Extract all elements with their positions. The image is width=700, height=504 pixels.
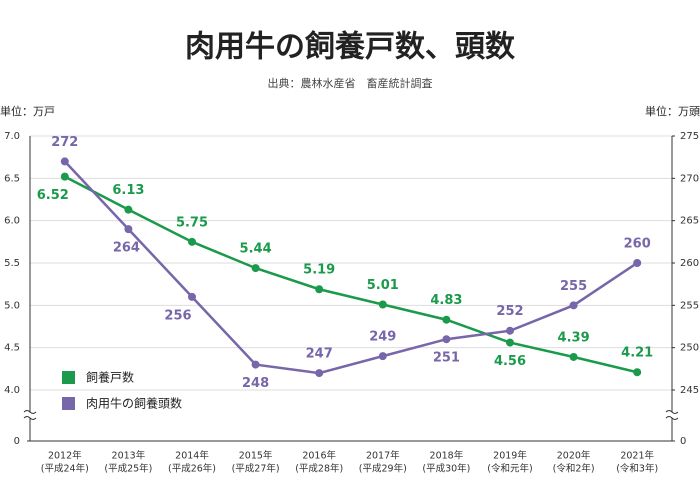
data-label: 248 — [242, 376, 269, 391]
x-tick-sublabel: (平成24年) — [41, 463, 89, 475]
x-tick-label: 2018年 — [430, 450, 464, 462]
data-point — [60, 172, 69, 181]
x-tick-label: 2012年 — [48, 450, 82, 462]
data-label: 252 — [496, 304, 523, 319]
data-point — [378, 352, 387, 361]
y2-tick-label: 270 — [680, 173, 699, 184]
data-label: 5.75 — [176, 215, 208, 230]
data-label: 5.19 — [303, 263, 335, 278]
data-label: 272 — [51, 135, 78, 150]
y-tick-label: 4.0 — [4, 385, 20, 396]
data-label: 4.83 — [430, 293, 462, 308]
y2-tick-label: 250 — [680, 343, 699, 354]
legend-label: 飼養戸数 — [86, 370, 134, 385]
data-label: 4.21 — [621, 346, 653, 361]
data-point — [569, 352, 578, 361]
y-tick-label: 7.0 — [4, 131, 20, 142]
data-point — [633, 259, 642, 267]
y-tick-label: 6.5 — [4, 173, 20, 184]
axis-break-gap — [666, 412, 678, 418]
data-point — [633, 368, 642, 377]
y-tick-label: 5.0 — [4, 300, 20, 311]
x-tick-sublabel: (令和2年) — [553, 463, 595, 475]
axis-break-gap — [24, 412, 36, 418]
data-label: 260 — [624, 237, 651, 252]
data-point — [315, 369, 324, 378]
x-tick-sublabel: (令和3年) — [616, 463, 658, 475]
x-tick-label: 2016年 — [302, 450, 336, 462]
data-point — [506, 338, 514, 347]
y2-tick-label: 245 — [680, 385, 699, 396]
data-point — [442, 315, 451, 324]
data-label: 249 — [369, 330, 396, 345]
data-point — [188, 237, 196, 246]
x-tick-label: 2017年 — [366, 450, 400, 462]
data-point — [124, 225, 133, 234]
axis-break-mark — [23, 416, 37, 420]
y-axis-label: 単位：万戸 — [0, 104, 55, 118]
y2-tick-label: 0 — [680, 436, 686, 447]
data-point — [442, 335, 451, 344]
data-point — [124, 205, 133, 214]
y2-tick-label: 275 — [680, 131, 699, 142]
x-tick-sublabel: (平成28年) — [295, 463, 343, 475]
x-tick-label: 2013年 — [112, 450, 146, 462]
y2-axis-label: 単位：万頭 — [645, 104, 700, 118]
legend-label: 肉用牛の飼養頭数 — [86, 396, 182, 411]
data-point — [251, 264, 260, 273]
data-point — [506, 326, 514, 335]
x-tick-label: 2020年 — [557, 450, 591, 462]
axis-break-mark — [665, 410, 679, 414]
x-tick-sublabel: (平成26年) — [168, 463, 216, 475]
data-label: 6.13 — [112, 183, 144, 198]
y-tick-label: 0 — [14, 436, 20, 447]
data-point — [251, 360, 260, 369]
chart-title: 肉用牛の飼養戸数、頭数 — [185, 30, 516, 65]
chart-subtitle: 出典：農林水産省 畜産統計調査 — [268, 76, 433, 90]
y2-tick-label: 265 — [680, 216, 699, 227]
data-point — [315, 285, 324, 294]
series-line — [64, 175, 638, 374]
x-tick-label: 2021年 — [620, 450, 654, 462]
data-point — [569, 301, 578, 310]
legend-swatch — [62, 397, 75, 410]
x-tick-sublabel: (平成29年) — [359, 463, 407, 475]
y2-tick-label: 255 — [680, 300, 699, 311]
data-label: 5.44 — [240, 242, 272, 257]
data-label: 247 — [306, 347, 333, 362]
legend-swatch — [62, 371, 75, 384]
data-label: 251 — [433, 351, 460, 366]
x-tick-sublabel: (平成25年) — [104, 463, 152, 475]
x-tick-label: 2019年 — [493, 450, 527, 462]
x-tick-sublabel: (令和元年) — [487, 463, 532, 475]
data-point — [60, 157, 69, 166]
data-label: 255 — [560, 279, 587, 294]
data-label: 256 — [164, 308, 191, 323]
axis-break-mark — [665, 416, 679, 420]
data-label: 6.52 — [37, 188, 69, 203]
data-point — [188, 292, 196, 301]
x-tick-label: 2015年 — [239, 450, 273, 462]
x-tick-sublabel: (平成30年) — [422, 463, 470, 475]
y2-tick-label: 260 — [680, 258, 699, 269]
data-label: 4.39 — [558, 330, 590, 345]
data-label: 5.01 — [367, 278, 399, 293]
axis-break-mark — [23, 410, 37, 414]
y-tick-label: 5.5 — [4, 258, 20, 269]
data-label: 264 — [113, 241, 140, 256]
y-tick-label: 4.5 — [4, 343, 20, 354]
series-line — [63, 160, 638, 375]
x-tick-label: 2014年 — [175, 450, 209, 462]
y-tick-label: 6.0 — [4, 216, 20, 227]
x-tick-sublabel: (平成27年) — [232, 463, 280, 475]
data-point — [378, 300, 387, 309]
data-label: 4.56 — [494, 354, 526, 369]
